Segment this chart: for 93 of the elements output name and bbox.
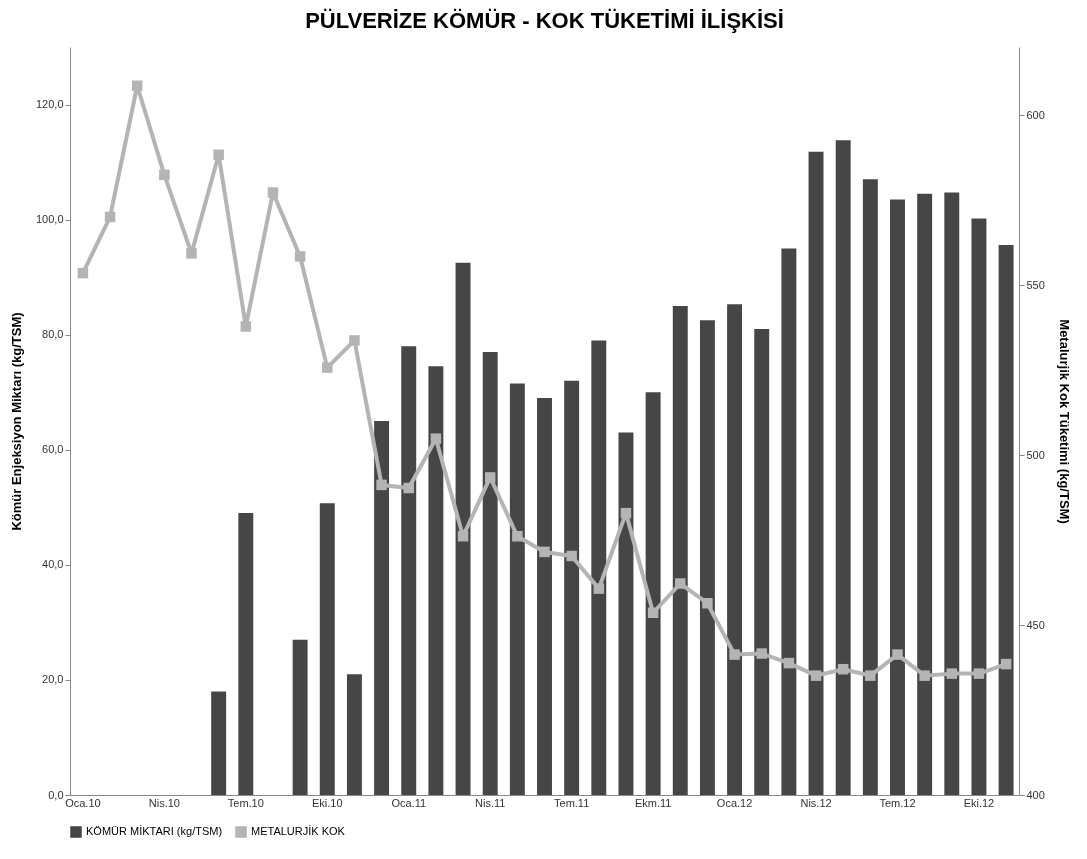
point [593, 583, 605, 594]
y-tick-label: 80,0 [42, 328, 64, 341]
point [322, 362, 333, 373]
x-tick-label: Tem.11 [554, 796, 590, 809]
bar [618, 432, 634, 795]
point [104, 211, 116, 223]
point [484, 472, 496, 483]
x-tick-label: Oca.11 [391, 796, 427, 809]
y-tick-label: 100,0 [35, 213, 64, 226]
x-tick-label: Nis.11 [475, 796, 506, 809]
y-tick-label: 0,0 [48, 788, 64, 801]
bar [591, 340, 607, 795]
point [539, 546, 550, 558]
y2-tick-label: 600 [1026, 108, 1045, 121]
point [430, 433, 442, 444]
x-tick-label: Tem.10 [227, 796, 264, 809]
point [756, 648, 767, 659]
point [946, 668, 958, 679]
bar [944, 192, 960, 795]
point [376, 479, 387, 491]
y-axis-title: Kömür Enjeksiyon Miktarı (kg/TSM) [8, 312, 24, 531]
bar [455, 262, 471, 795]
x-tick-label: Oca.10 [65, 796, 101, 809]
point [810, 670, 822, 681]
bar [374, 421, 390, 795]
point [77, 267, 89, 279]
bar [564, 380, 580, 795]
bar [346, 674, 362, 795]
point [919, 670, 930, 681]
point [865, 670, 876, 681]
bar [211, 691, 227, 795]
point [512, 531, 523, 542]
y2-tick-label: 500 [1026, 448, 1045, 461]
bar [808, 151, 824, 795]
point [1000, 658, 1012, 670]
point [675, 578, 686, 589]
point [240, 321, 252, 332]
point [131, 80, 143, 91]
x-tick-label: Ekm.11 [634, 796, 672, 809]
bar [645, 392, 661, 795]
bar [482, 351, 498, 795]
bar [781, 248, 797, 795]
bar [672, 305, 688, 795]
point [892, 649, 903, 660]
bar [238, 513, 254, 795]
x-tick-label: Tem.12 [879, 796, 916, 809]
y2-axis-title: Metalurjik Kok Tüketimi (kg/TSM) [1056, 319, 1072, 524]
point [973, 668, 985, 679]
bar [862, 179, 878, 795]
point [647, 607, 659, 618]
x-tick-label: Eki.12 [963, 796, 995, 809]
bar [292, 639, 308, 795]
y-tick-label: 60,0 [42, 443, 64, 456]
point [267, 187, 279, 198]
point [294, 251, 306, 262]
y2-tick-label: 400 [1026, 788, 1045, 801]
x-tick-label: Nis.10 [148, 796, 180, 809]
y-tick-label: 20,0 [42, 673, 64, 686]
point [783, 657, 795, 669]
legend-label: KÖMÜR MİKTARI (kg/TSM) [86, 825, 223, 837]
point [702, 598, 713, 609]
point [566, 550, 577, 562]
bar [509, 383, 525, 795]
point [457, 531, 469, 542]
bar [401, 346, 417, 795]
bar [917, 193, 933, 795]
bar [319, 503, 335, 795]
bar [537, 397, 552, 795]
point [213, 149, 224, 161]
legend-label: METALURJİK KOK [251, 825, 346, 837]
bar [835, 140, 851, 795]
bar [971, 218, 987, 795]
bar [727, 304, 743, 795]
bar [428, 366, 444, 795]
bar [890, 199, 905, 795]
point [159, 169, 170, 181]
point [729, 649, 740, 660]
chart-title: PÜLVERİZE KÖMÜR - KOK TÜKETİMİ İLİŞKİSİ [305, 8, 784, 33]
y-tick-label: 40,0 [42, 558, 64, 571]
bar [998, 244, 1014, 795]
x-tick-label: Eki.10 [311, 796, 343, 809]
point [349, 335, 360, 346]
bar [754, 328, 770, 795]
point [837, 663, 849, 675]
bar [699, 320, 715, 795]
point [186, 248, 197, 259]
y2-tick-label: 550 [1026, 278, 1045, 291]
point [403, 482, 414, 494]
point [620, 507, 632, 519]
y-tick-label: 120,0 [35, 98, 64, 111]
y2-tick-label: 450 [1026, 618, 1045, 631]
x-tick-label: Oca.12 [716, 796, 753, 809]
x-tick-label: Nis.12 [800, 796, 832, 809]
